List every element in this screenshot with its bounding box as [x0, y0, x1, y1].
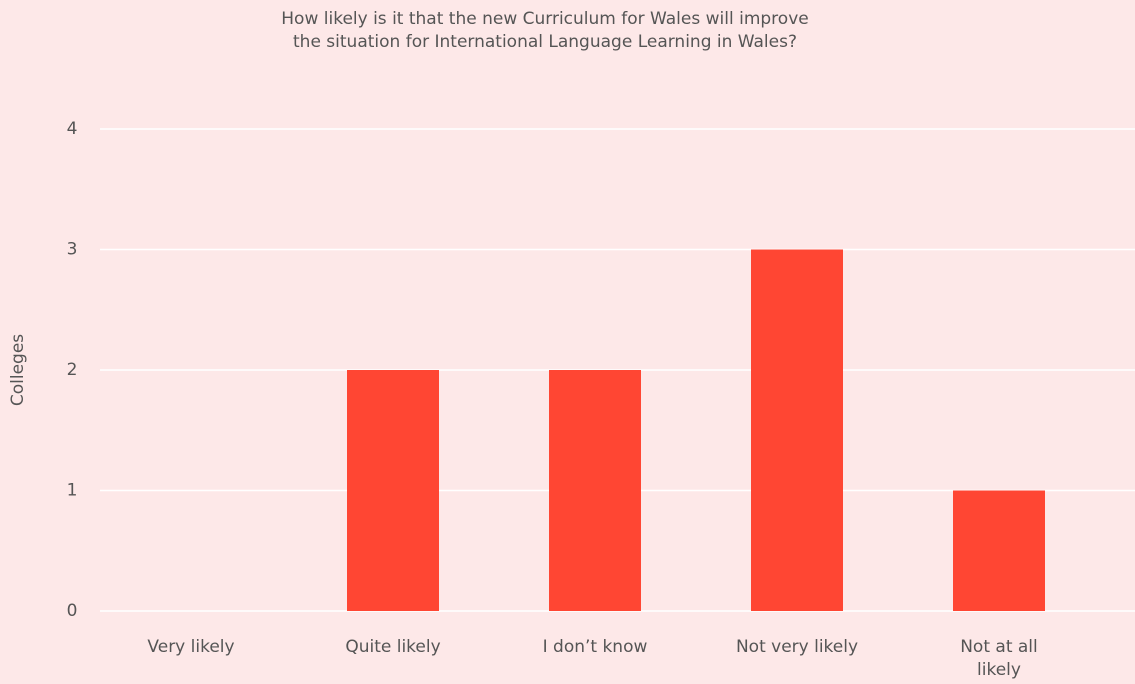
x-tick-label: Quite likely: [345, 637, 441, 657]
chart-title: How likely is it that the new Curriculum…: [281, 9, 809, 52]
y-tick-label: 2: [67, 360, 78, 380]
x-tick-label: Not at all likely: [960, 637, 1038, 680]
bar: [751, 249, 843, 611]
y-tick-label: 4: [67, 119, 78, 139]
bar: [953, 490, 1045, 611]
x-tick-label: Not very likely: [735, 637, 859, 657]
y-axis-label: Colleges: [8, 334, 28, 406]
x-tick-label: I don’t know: [542, 637, 648, 657]
bar: [347, 370, 439, 611]
bar: [549, 370, 641, 611]
y-tick-label: 0: [67, 601, 78, 621]
x-tick-label: Very likely: [147, 637, 235, 657]
y-tick-label: 3: [67, 240, 78, 260]
y-tick-label: 1: [67, 481, 78, 501]
